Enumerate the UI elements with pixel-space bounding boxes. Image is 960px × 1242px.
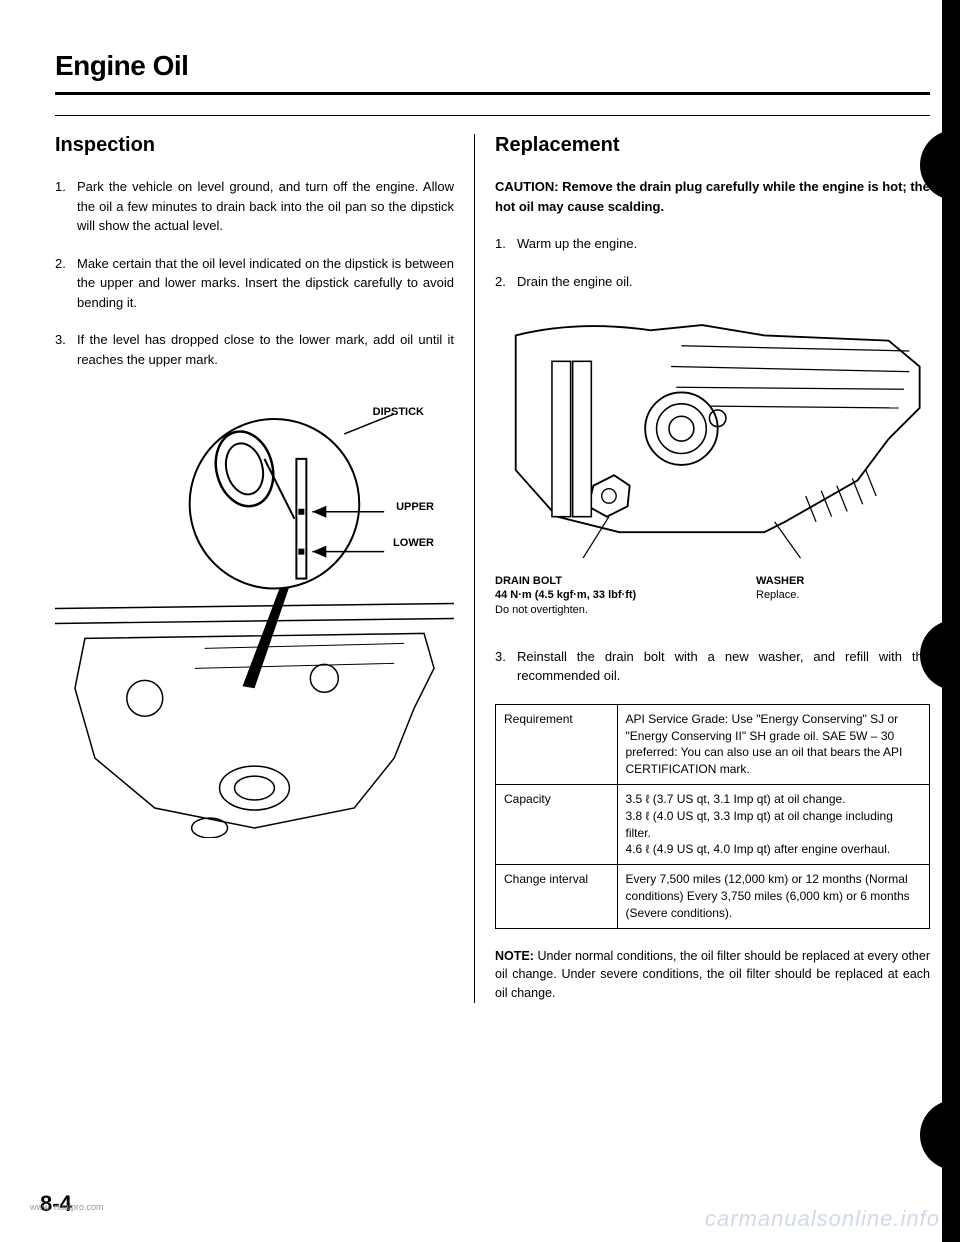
watermark-left: www. nualpro.com (30, 1202, 104, 1212)
dipstick-diagram: DIPSTICK UPPER LOWER (55, 409, 454, 843)
drain-bolt-svg (495, 309, 930, 569)
dipstick-label: DIPSTICK (373, 406, 424, 418)
spec-label: Capacity (496, 785, 618, 865)
binder-tab (920, 130, 960, 200)
note-label: NOTE: (495, 949, 534, 963)
drain-bolt-diagram: DRAIN BOLT 44 N·m (4.5 kgf·m, 33 lbf·ft)… (495, 309, 930, 617)
binder-tab (920, 620, 960, 690)
table-row: Requirement API Service Grade: Use "Ener… (496, 704, 930, 784)
washer-note: Replace. (756, 588, 930, 602)
step-text: Warm up the engine. (517, 234, 930, 254)
dipstick-svg (55, 409, 454, 838)
step-number: 1. (55, 177, 77, 236)
inspection-step-3: 3. If the level has dropped close to the… (55, 330, 454, 369)
step-text: Reinstall the drain bolt with a new wash… (517, 647, 930, 686)
torque-note: Do not overtighten. (495, 603, 734, 617)
step-number: 2. (55, 254, 77, 313)
caution-body: Remove the drain plug carefully while th… (495, 179, 930, 214)
step-number: 3. (495, 647, 517, 686)
table-row: Change interval Every 7,500 miles (12,00… (496, 865, 930, 928)
lower-label: LOWER (393, 537, 434, 549)
note-body: Under normal conditions, the oil filter … (495, 949, 930, 1001)
step-number: 1. (495, 234, 517, 254)
spec-value: Every 7,500 miles (12,000 km) or 12 mont… (617, 865, 929, 928)
binder-edge (920, 0, 960, 1242)
spec-value: 3.5 ℓ (3.7 US qt, 3.1 Imp qt) at oil cha… (617, 785, 929, 865)
step-number: 2. (495, 272, 517, 292)
rule-thin (55, 115, 930, 116)
inspection-step-2: 2. Make certain that the oil level indic… (55, 254, 454, 313)
drain-bolt-label: DRAIN BOLT (495, 574, 734, 588)
rule-thick (55, 92, 930, 95)
binder-tab (920, 1100, 960, 1170)
step-text: If the level has dropped close to the lo… (77, 330, 454, 369)
note-text: NOTE: Under normal conditions, the oil f… (495, 947, 930, 1003)
spec-label: Change interval (496, 865, 618, 928)
inspection-step-1: 1. Park the vehicle on level ground, and… (55, 177, 454, 236)
torque-label: 44 N·m (4.5 kgf·m, 33 lbf·ft) (495, 588, 734, 602)
replacement-steps-top: 1. Warm up the engine. 2. Drain the engi… (495, 234, 930, 291)
step-text: Make certain that the oil level indicate… (77, 254, 454, 313)
column-left: Inspection 1. Park the vehicle on level … (55, 134, 475, 1003)
upper-label: UPPER (396, 501, 434, 513)
replacement-step-2: 2. Drain the engine oil. (495, 272, 930, 292)
replacement-step-3: 3. Reinstall the drain bolt with a new w… (495, 647, 930, 686)
replacement-heading: Replacement (495, 134, 930, 157)
step-text: Drain the engine oil. (517, 272, 930, 292)
spec-value: API Service Grade: Use "Energy Conservin… (617, 704, 929, 784)
page-title: Engine Oil (55, 50, 930, 82)
step-number: 3. (55, 330, 77, 369)
washer-label: WASHER (756, 574, 930, 588)
drain-bolt-label-block: DRAIN BOLT 44 N·m (4.5 kgf·m, 33 lbf·ft)… (495, 574, 734, 617)
washer-label-block: WASHER Replace. (756, 574, 930, 617)
column-right: Replacement CAUTION: Remove the drain pl… (475, 134, 930, 1003)
inspection-heading: Inspection (55, 134, 454, 157)
table-row: Capacity 3.5 ℓ (3.7 US qt, 3.1 Imp qt) a… (496, 785, 930, 865)
inspection-steps: 1. Park the vehicle on level ground, and… (55, 177, 454, 369)
replacement-step-1: 1. Warm up the engine. (495, 234, 930, 254)
caution-text: CAUTION: Remove the drain plug carefully… (495, 177, 930, 216)
step-text: Park the vehicle on level ground, and tu… (77, 177, 454, 236)
diagram-labels-row: DRAIN BOLT 44 N·m (4.5 kgf·m, 33 lbf·ft)… (495, 574, 930, 617)
caution-label: CAUTION: (495, 179, 559, 194)
spec-label: Requirement (496, 704, 618, 784)
replacement-steps-bottom: 3. Reinstall the drain bolt with a new w… (495, 647, 930, 686)
watermark-bottom: carmanualsonline.info (705, 1206, 940, 1232)
oil-spec-table: Requirement API Service Grade: Use "Ener… (495, 704, 930, 929)
